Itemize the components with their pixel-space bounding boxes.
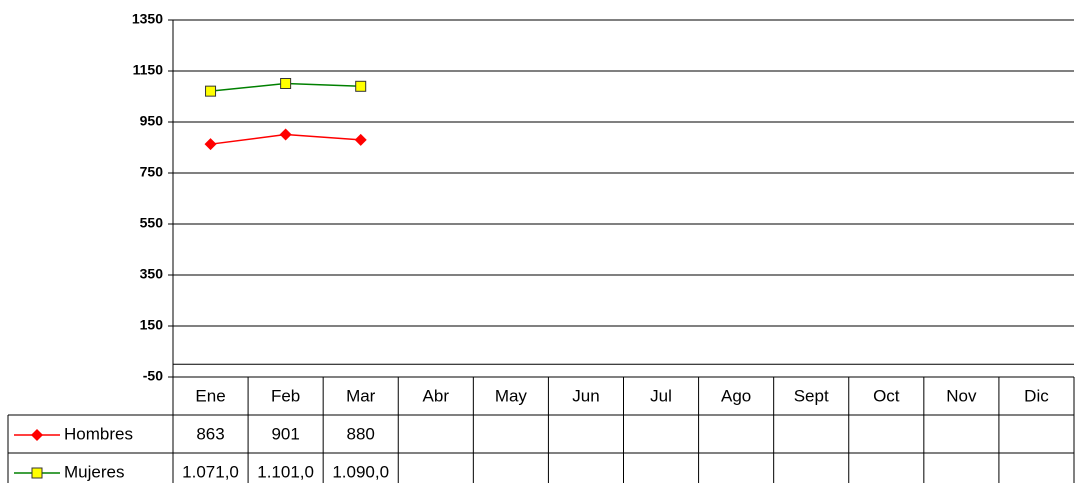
- data-point: [355, 80, 367, 92]
- y-tick-label: 150: [140, 317, 164, 333]
- x-tick-label: May: [495, 386, 528, 405]
- x-tick-label: Jul: [650, 386, 672, 405]
- table-value: 901: [271, 424, 299, 443]
- legend-marker: [31, 429, 43, 441]
- y-tick-label: 950: [140, 113, 164, 129]
- legend-label: Hombres: [64, 424, 133, 443]
- legend-marker: [31, 467, 43, 479]
- y-tick-label: 750: [140, 164, 164, 180]
- data-point: [204, 138, 217, 151]
- y-tick-label: 550: [140, 215, 164, 231]
- x-tick-label: Sept: [794, 386, 829, 405]
- x-tick-label: Nov: [946, 386, 977, 405]
- data-point: [205, 85, 217, 97]
- data-point: [354, 133, 367, 146]
- x-tick-label: Ago: [721, 386, 751, 405]
- x-tick-label: Feb: [271, 386, 300, 405]
- legend-label: Mujeres: [64, 462, 124, 481]
- table-value: 1.101,0: [257, 462, 314, 481]
- y-tick-label: 1350: [132, 11, 163, 27]
- y-tick-label: 350: [140, 266, 164, 282]
- x-tick-label: Dic: [1024, 386, 1049, 405]
- y-tick-label: 1150: [133, 62, 164, 78]
- x-tick-label: Jun: [572, 386, 599, 405]
- x-tick-label: Abr: [423, 386, 450, 405]
- y-tick-label: -50: [143, 368, 163, 384]
- table-value: 863: [196, 424, 224, 443]
- data-point: [279, 128, 292, 141]
- table-value: 1.071,0: [182, 462, 239, 481]
- x-tick-label: Mar: [346, 386, 376, 405]
- data-point: [280, 77, 292, 89]
- x-tick-label: Ene: [195, 386, 225, 405]
- table-value: 880: [347, 424, 375, 443]
- x-tick-label: Oct: [873, 386, 900, 405]
- table-value: 1.090,0: [332, 462, 389, 481]
